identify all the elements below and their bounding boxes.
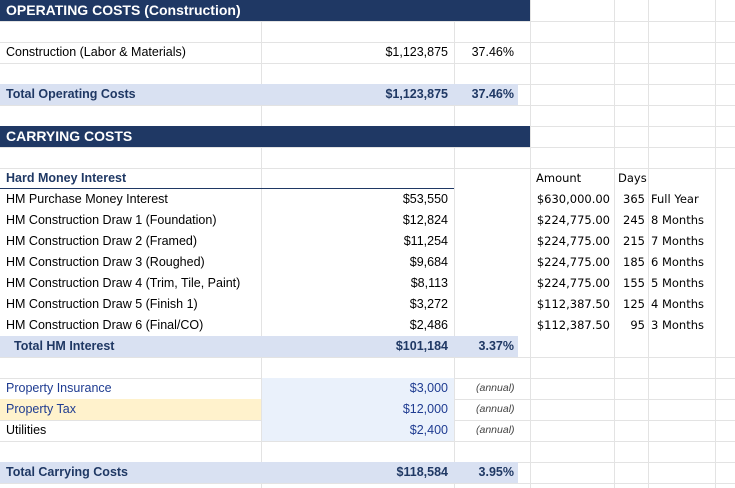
hm-row-amount[interactable]: $53,550 <box>402 192 448 206</box>
carrying-costs-header[interactable]: CARRYING COSTS <box>0 126 530 147</box>
hm-row-label[interactable]: HM Construction Draw 1 (Foundation) <box>6 213 217 227</box>
side-amount[interactable]: $224,775.00 <box>536 276 610 290</box>
gridline <box>614 0 615 488</box>
side-period[interactable]: 6 Months <box>651 255 705 269</box>
hm-interest-header[interactable]: Hard Money Interest <box>6 171 127 185</box>
construction-amount[interactable]: $1,123,875 <box>385 45 448 59</box>
hm-row-amount[interactable]: $11,254 <box>403 234 448 248</box>
side-period[interactable]: 8 Months <box>651 213 705 227</box>
gridline <box>530 0 531 488</box>
utilities-amount[interactable]: $2,400 <box>409 423 448 437</box>
hm-row-label[interactable]: HM Construction Draw 5 (Finish 1) <box>6 297 198 311</box>
total-operating-row-shade <box>0 84 518 105</box>
side-days[interactable]: 155 <box>623 276 645 290</box>
side-amount[interactable]: $224,775.00 <box>536 234 610 248</box>
side-amount[interactable]: $112,387.50 <box>536 297 610 311</box>
property-tax-note: (annual) <box>476 403 515 415</box>
side-days-header[interactable]: Days <box>618 171 647 185</box>
property-tax-highlight <box>0 399 261 420</box>
total-carrying-pct[interactable]: 3.95% <box>478 465 514 479</box>
total-carrying-amount[interactable]: $118,584 <box>396 465 448 479</box>
side-period[interactable]: 5 Months <box>651 276 705 290</box>
side-period[interactable]: 7 Months <box>651 234 705 248</box>
gridline <box>454 0 455 488</box>
hm-row-amount[interactable]: $3,272 <box>409 297 448 311</box>
total-hm-pct[interactable]: 3.37% <box>478 339 514 353</box>
side-amount[interactable]: $112,387.50 <box>536 318 610 332</box>
side-days[interactable]: 185 <box>623 255 645 269</box>
side-period[interactable]: 4 Months <box>651 297 705 311</box>
property-insurance-note: (annual) <box>476 382 515 394</box>
hm-row-label[interactable]: HM Purchase Money Interest <box>6 192 168 206</box>
side-amount[interactable]: $224,775.00 <box>536 213 610 227</box>
total-operating-label[interactable]: Total Operating Costs <box>6 87 136 101</box>
property-tax-amount[interactable]: $12,000 <box>402 402 448 416</box>
hm-row-label[interactable]: HM Construction Draw 3 (Roughed) <box>6 255 205 269</box>
total-carrying-row-shade <box>0 462 518 483</box>
construction-pct[interactable]: 37.46% <box>471 45 514 59</box>
total-hm-row-shade <box>0 336 518 357</box>
total-hm-amount[interactable]: $101,184 <box>395 339 448 353</box>
property-tax-label[interactable]: Property Tax <box>6 402 76 416</box>
construction-label[interactable]: Construction (Labor & Materials) <box>6 45 186 59</box>
property-insurance-amount[interactable]: $3,000 <box>409 381 448 395</box>
hm-row-amount[interactable]: $8,113 <box>410 276 448 290</box>
side-days[interactable]: 215 <box>623 234 645 248</box>
total-hm-label[interactable]: Total HM Interest <box>14 339 115 353</box>
side-period[interactable]: Full Year <box>651 192 699 206</box>
hm-row-amount[interactable]: $2,486 <box>409 318 448 332</box>
side-amount[interactable]: $630,000.00 <box>536 192 610 206</box>
total-operating-pct[interactable]: 37.46% <box>471 87 514 101</box>
gridline <box>261 0 262 488</box>
input-cells-shade <box>262 378 454 441</box>
total-operating-amount[interactable]: $1,123,875 <box>385 87 448 101</box>
gridline <box>715 0 716 488</box>
hm-row-label[interactable]: HM Construction Draw 4 (Trim, Tile, Pain… <box>6 276 241 290</box>
side-days[interactable]: 245 <box>623 213 645 227</box>
side-period[interactable]: 3 Months <box>651 318 705 332</box>
hm-row-label[interactable]: HM Construction Draw 6 (Final/CO) <box>6 318 204 332</box>
side-amount-header[interactable]: Amount <box>536 171 582 185</box>
side-days[interactable]: 95 <box>630 318 645 332</box>
property-insurance-label[interactable]: Property Insurance <box>6 381 112 395</box>
side-days[interactable]: 125 <box>623 297 645 311</box>
utilities-note: (annual) <box>476 424 515 436</box>
side-days[interactable]: 365 <box>623 192 645 206</box>
utilities-label[interactable]: Utilities <box>6 423 47 437</box>
hm-row-label[interactable]: HM Construction Draw 2 (Framed) <box>6 234 198 248</box>
total-carrying-label[interactable]: Total Carrying Costs <box>6 465 129 479</box>
hm-row-amount[interactable]: $12,824 <box>402 213 448 227</box>
hm-row-amount[interactable]: $9,684 <box>409 255 448 269</box>
hm-header-underline <box>0 188 454 189</box>
gridline <box>648 0 649 488</box>
side-amount[interactable]: $224,775.00 <box>536 255 610 269</box>
operating-costs-header[interactable]: OPERATING COSTS (Construction) <box>0 0 530 21</box>
